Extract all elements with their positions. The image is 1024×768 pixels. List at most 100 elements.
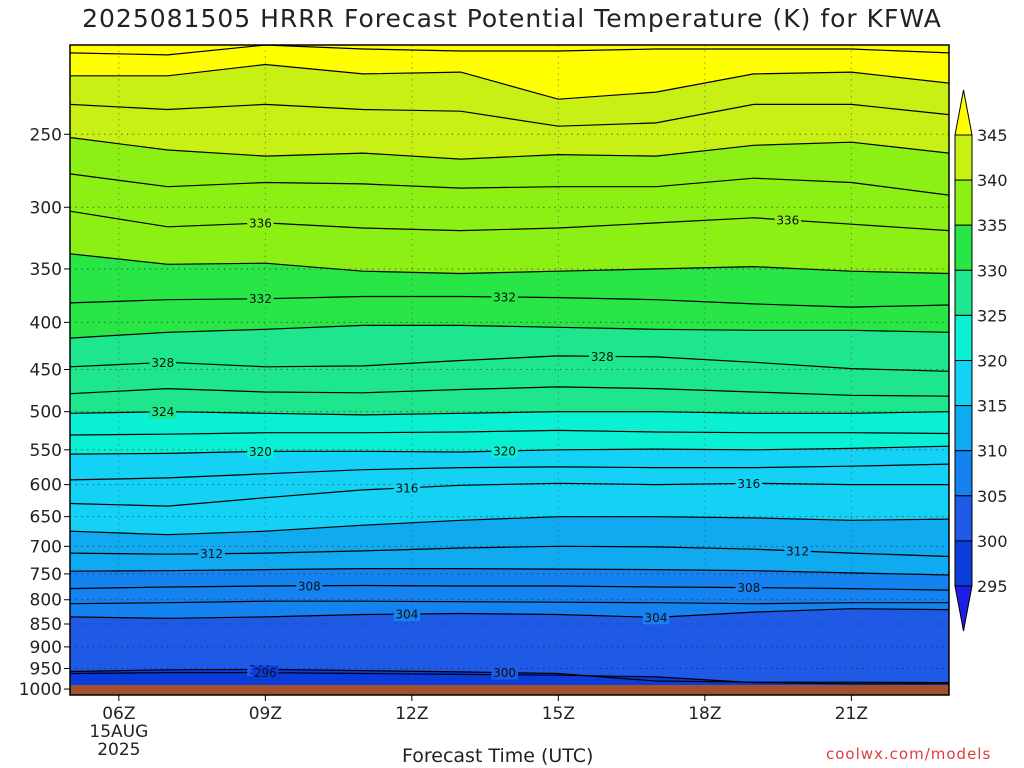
x-axis-label: Forecast Time (UTC): [402, 745, 594, 767]
colorbar-swatch: [954, 269, 973, 316]
surface-layer: [70, 685, 949, 695]
colorbar-tick-label: 300: [977, 532, 1008, 551]
contour-322: [70, 429, 949, 436]
contour-label-layer: 336 336 332 332 328 328 324 320 320 316 316 312 312 3…: [149, 213, 811, 680]
theta-band: [70, 211, 949, 274]
x-tick-sublabel: 15AUG: [89, 722, 148, 742]
credit-link[interactable]: coolwx.com/models: [826, 745, 992, 763]
y-tick-label: 1000: [19, 680, 62, 700]
colorbar-swatch: [954, 224, 973, 271]
contour-label: 332: [249, 292, 272, 306]
theta-band: [70, 516, 949, 557]
colorbar-swatch: [954, 405, 973, 452]
y-tick-label: 500: [30, 403, 62, 423]
contour-label-bg: [149, 355, 177, 370]
theta-band: [70, 430, 949, 455]
contour-label: 296: [254, 666, 277, 680]
contour-304: [70, 608, 949, 619]
contour-328: [70, 355, 949, 372]
contour-334: [70, 253, 949, 275]
contour-label: 328: [151, 356, 174, 370]
y-tick-label: 850: [30, 615, 62, 635]
contour-340: [70, 136, 949, 160]
contour-label-bg: [491, 665, 518, 680]
contour-label-bg: [247, 444, 274, 459]
y-tick-label: 600: [30, 476, 62, 496]
contour-label-bg: [774, 213, 802, 228]
contour-label-bg: [393, 480, 421, 495]
contour-label: 308: [298, 579, 321, 593]
contour-label: 336: [776, 214, 799, 228]
theta-band: [70, 253, 949, 308]
contour-label-bg: [735, 476, 763, 491]
theta-band: [70, 296, 949, 339]
contour-324: [70, 411, 949, 416]
y-tick-label: 450: [30, 361, 62, 381]
contour-label: 300: [493, 666, 516, 680]
theta-band: [70, 546, 949, 575]
contour-326: [70, 386, 949, 397]
contour-label-bg: [491, 444, 518, 459]
y-axis: 250 300 350 400 450 500 550 600 650 700 750 800 850 9…: [19, 125, 70, 700]
x-tick-label: 09Z: [249, 704, 282, 724]
theta-band: [70, 446, 949, 480]
x-tick-label: 06Z: [102, 704, 135, 724]
theta-band: [70, 45, 949, 55]
theta-band: [70, 411, 949, 435]
colorbar-swatch: [954, 179, 973, 226]
contour-label: 308: [737, 581, 760, 595]
contour-label: 324: [151, 405, 174, 419]
colorbar-tick-label: 310: [977, 442, 1008, 461]
contour-label-bg: [247, 216, 274, 231]
colorbar-tick-label: 340: [977, 171, 1008, 190]
contour-label: 316: [395, 481, 418, 495]
y-tick-label: 350: [30, 260, 62, 280]
x-tick-label: 12Z: [395, 704, 428, 724]
contour-label: 312: [200, 547, 223, 561]
contour-label: 332: [493, 291, 516, 305]
contour-label-bg: [735, 580, 763, 595]
theta-band: [70, 585, 949, 604]
colorbar-tick-label: 335: [977, 216, 1008, 235]
colorbar-tick-label: 320: [977, 352, 1008, 371]
colorbar-extend-bottom: [954, 585, 973, 632]
contour-label: 312: [786, 544, 809, 558]
contour-308: [70, 584, 949, 591]
colorbar-swatch: [954, 314, 973, 361]
contour-label-bg: [296, 578, 323, 593]
colorbar-tick-label: 325: [977, 306, 1008, 325]
colorbar-swatch: [954, 450, 973, 497]
contour-label-bg: [247, 291, 274, 306]
colorbar-tick-label: 305: [977, 487, 1008, 506]
y-tick-label: 950: [30, 660, 62, 680]
contour-label-bg: [642, 610, 670, 625]
theta-band: [70, 173, 949, 231]
y-tick-label: 300: [30, 198, 62, 218]
theta-band: [70, 45, 949, 100]
colorbar-tick-label: 295: [977, 577, 1008, 596]
colorbar-tick-label: 330: [977, 261, 1008, 280]
contour-344: [70, 63, 949, 100]
contour-label: 328: [591, 350, 614, 364]
contour-label-bg: [252, 665, 279, 680]
theta-band: [70, 568, 949, 591]
colorbar-swatch: [954, 134, 973, 181]
y-tick-label: 400: [30, 313, 62, 333]
contour-label: 336: [249, 217, 272, 231]
contour-label: 320: [249, 445, 272, 459]
contour-label-bg: [589, 349, 616, 364]
y-tick-label: 800: [30, 591, 62, 611]
theta-band: [70, 386, 949, 415]
y-tick-label: 900: [30, 638, 62, 658]
contour-label-bg: [491, 290, 518, 305]
y-tick-label: 750: [30, 565, 62, 585]
contour-346: [70, 45, 949, 56]
chart-title: 2025081505 HRRR Forecast Potential Tempe…: [82, 4, 942, 33]
colorbar-swatch: [954, 495, 973, 542]
y-tick-label: 700: [30, 537, 62, 557]
x-tick-sublabel: 2025: [97, 740, 140, 760]
theta-band: [70, 137, 949, 196]
contour-330: [70, 324, 949, 339]
contour-layer: [70, 45, 949, 685]
